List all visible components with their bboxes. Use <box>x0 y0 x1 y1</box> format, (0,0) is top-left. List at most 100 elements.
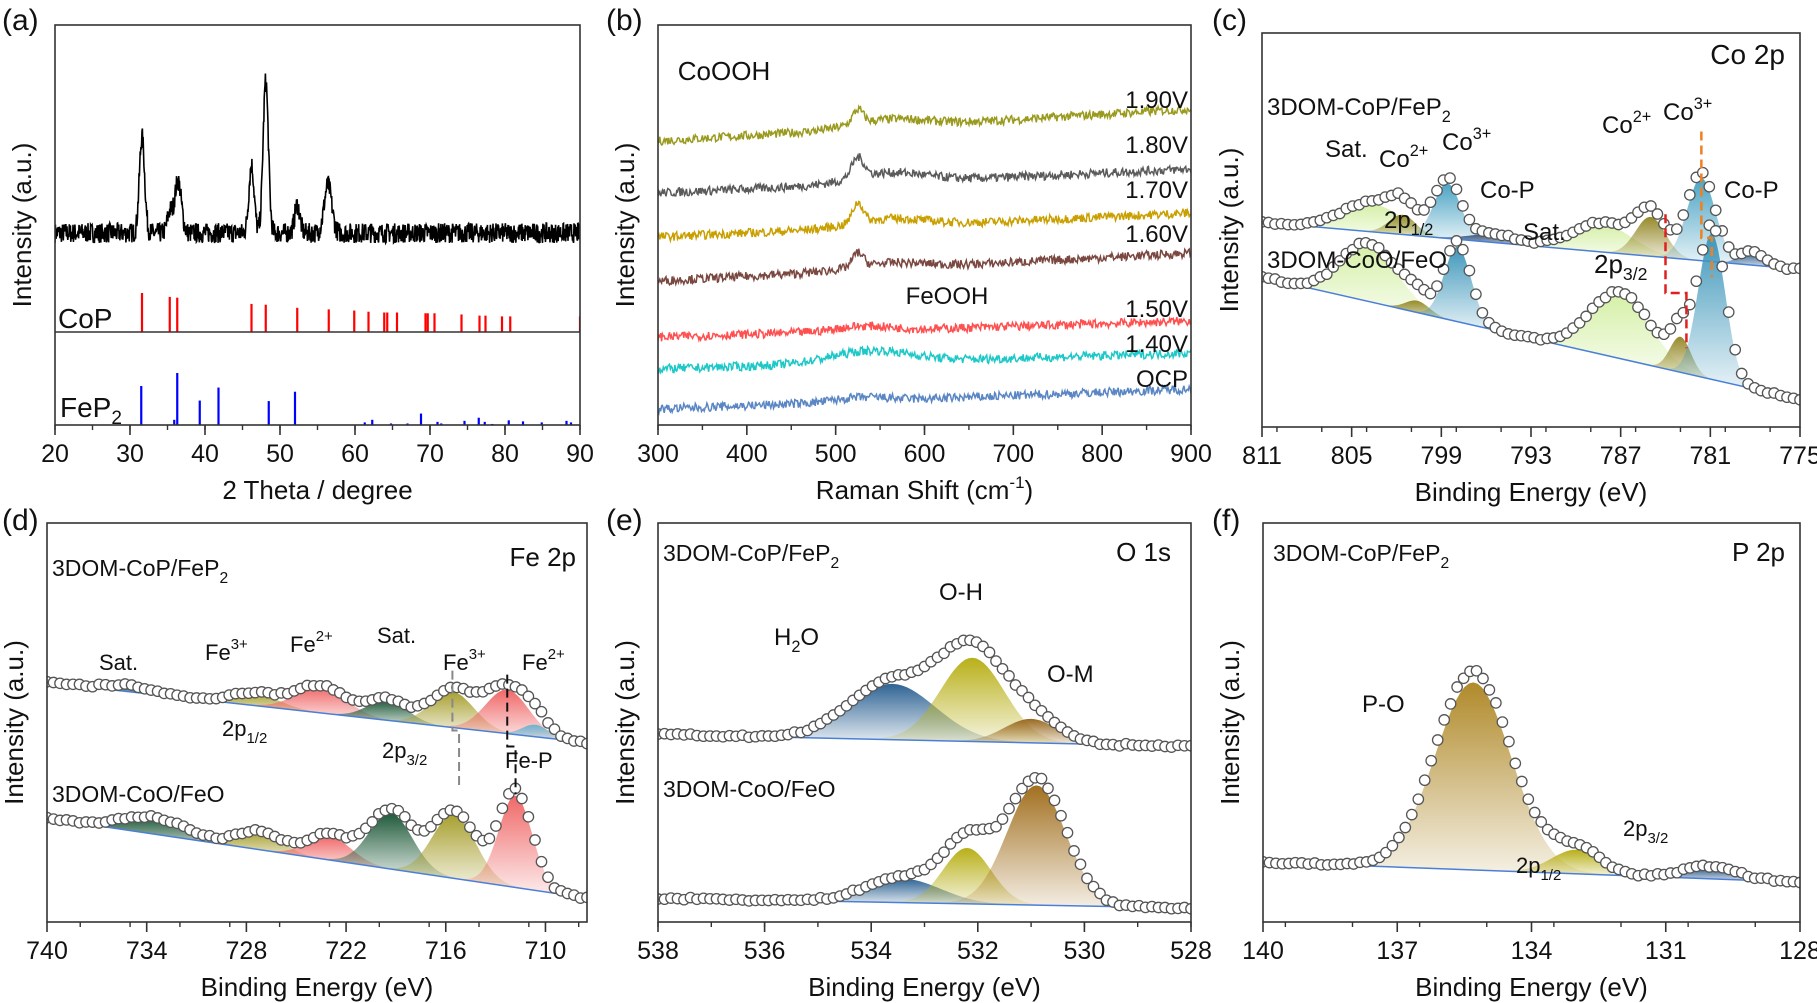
annotation-label: Co-P <box>1724 177 1779 204</box>
annotation-label: Fe 2p <box>510 542 577 572</box>
x-axis-label: Raman Shift (cm-1) <box>816 473 1033 505</box>
annotation-label: O-H <box>939 579 983 606</box>
series-label: 1.50V <box>1125 296 1188 323</box>
data-point <box>1794 393 1800 406</box>
y-axis-label: Intensity (a.u.) <box>1215 640 1245 805</box>
data-point <box>1794 876 1800 889</box>
data-point <box>1009 792 1022 805</box>
data-point <box>1716 260 1729 273</box>
data-point <box>1418 774 1431 787</box>
plot-area <box>1262 131 1800 406</box>
annotation-label: Fe2+ <box>290 628 333 657</box>
panel-c: (c) 811 805 799 793 787 781 775 Binding Energy (… <box>1212 4 1817 507</box>
data-point <box>1645 200 1657 212</box>
annotation-label: 2p3/2 <box>382 738 427 769</box>
annotation-label: 2p1/2 <box>1384 207 1433 239</box>
x-tick-label: 716 <box>425 937 467 965</box>
annotation-label: 3DOM-CoO/FeO <box>663 776 836 802</box>
raman-line <box>658 344 1191 375</box>
data-point <box>1444 172 1456 184</box>
data-point <box>1035 772 1048 785</box>
data-point <box>1677 209 1690 221</box>
data-point <box>1450 235 1463 247</box>
data-point <box>529 697 541 710</box>
raman-line <box>658 315 1191 343</box>
data-point <box>1722 306 1735 318</box>
annotation-label: O-M <box>1047 661 1094 688</box>
x-axis-label: 2 Theta / degree <box>222 475 412 505</box>
annotation-label: 3DOM-CoP/FeP2 <box>663 540 839 572</box>
plot-area <box>55 73 580 425</box>
x-tick-label: 70 <box>416 440 444 468</box>
x-axis-label: Binding Energy (eV) <box>808 972 1041 1002</box>
data-point <box>1048 794 1061 807</box>
data-point <box>529 834 541 846</box>
annotation-label: H2O <box>774 624 819 656</box>
annotation-label: Fe2+ <box>522 646 565 675</box>
plot-frame <box>46 522 588 923</box>
data-point <box>1386 839 1399 852</box>
x-tick-label: 90 <box>566 440 594 468</box>
x-tick-label: 500 <box>815 440 857 468</box>
x-tick-label: 137 <box>1376 937 1418 965</box>
raman-line <box>658 200 1191 244</box>
data-point <box>464 821 476 834</box>
x-tick-label: 528 <box>1170 937 1212 965</box>
data-point <box>1003 670 1015 682</box>
annotation-label: 2p1/2 <box>222 716 267 747</box>
data-point <box>425 820 437 833</box>
annotation-label: 3DOM-CoP/FeP2 <box>1267 94 1451 126</box>
fitted-peak <box>1340 682 1607 875</box>
panel-label: (c) <box>1212 4 1247 37</box>
data-point <box>1729 343 1742 356</box>
fitted-peak <box>1490 849 1663 877</box>
x-tick-label: 811 <box>1242 442 1282 470</box>
x-tick-label: 134 <box>1511 937 1553 965</box>
raman-line <box>658 103 1191 146</box>
data-point <box>522 810 535 823</box>
data-point <box>1424 287 1437 300</box>
data-point <box>1425 754 1438 767</box>
x-tick-label: 20 <box>41 440 69 468</box>
data-point <box>1431 280 1443 292</box>
xrd-pattern-line <box>55 73 580 246</box>
y-axis-label: Intensity (a.u.) <box>1214 148 1244 313</box>
annotation-label: 3DOM-CoO/FeO <box>52 781 225 807</box>
data-point <box>1438 714 1451 726</box>
data-point <box>1424 196 1437 209</box>
annotation-label: FeP2 <box>60 392 122 429</box>
data-point <box>1457 243 1469 256</box>
data-point <box>1055 809 1067 822</box>
fitted-peak <box>860 657 1085 744</box>
x-tick-label: 799 <box>1420 442 1462 470</box>
data-point <box>1320 268 1333 281</box>
x-tick-label: 40 <box>191 440 219 468</box>
annotation-label: Sat. <box>99 650 138 675</box>
panel-f: (f) 140 137 134 131 128 Binding Energy (eV) Int… <box>1212 504 1817 1002</box>
x-axis-label: Binding Energy (eV) <box>1415 972 1648 1002</box>
data-point <box>1794 262 1800 275</box>
x-tick-label: 781 <box>1689 442 1731 470</box>
data-point <box>1515 775 1528 788</box>
x-axis-label: Binding Energy (eV) <box>1415 477 1648 507</box>
annotation-label: 2p3/2 <box>1623 816 1668 847</box>
x-tick-label: 805 <box>1331 442 1373 470</box>
data-point <box>1638 308 1651 321</box>
annotation-label: 3DOM-CoO/FeO <box>1267 247 1447 274</box>
x-tick-label: 128 <box>1779 937 1817 965</box>
plot-area <box>47 670 587 904</box>
data-point <box>1003 802 1015 815</box>
data-point <box>1703 180 1716 193</box>
data-point <box>996 813 1009 825</box>
x-tick-label: 722 <box>325 937 367 965</box>
data-point <box>1061 826 1074 839</box>
x-tick-label: 131 <box>1645 937 1687 965</box>
y-axis-label: Intensity (a.u.) <box>610 143 640 308</box>
annotation-label: Co2+ <box>1379 142 1428 173</box>
data-point <box>1483 684 1496 696</box>
x-tick-label: 532 <box>957 937 999 965</box>
data-point <box>1444 244 1456 257</box>
fitted-peak <box>883 848 1052 906</box>
data-point <box>516 792 528 805</box>
series-label: 1.70V <box>1125 177 1188 204</box>
